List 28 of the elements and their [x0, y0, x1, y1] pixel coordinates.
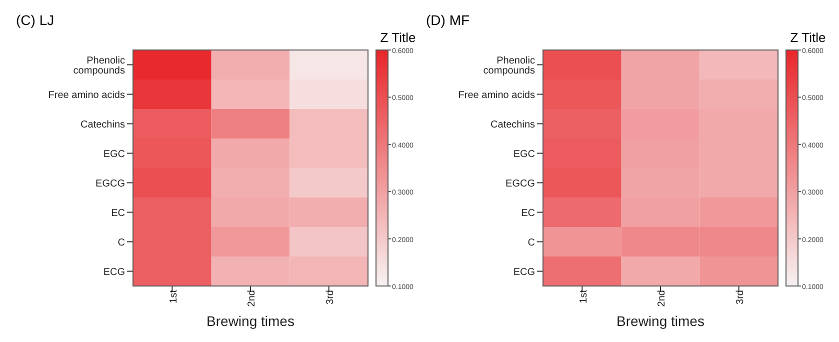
y-tick-label: Free amino acids	[48, 90, 125, 101]
x-tick-label: 2nd	[246, 290, 258, 307]
color-bar-title: Z Title	[790, 30, 826, 45]
y-tick-label: C	[528, 237, 535, 248]
y-tick-label: Phenolic compounds	[483, 55, 535, 76]
y-tick-label: ECG	[103, 266, 126, 278]
y-tick-label: Phenolic compounds	[73, 55, 125, 76]
y-tick-label: Catechins	[490, 119, 535, 130]
y-tick-label: Free amino acids	[458, 90, 535, 101]
chart-title: (D) MF	[426, 12, 470, 28]
x-axis-title: Brewing times	[616, 313, 704, 329]
x-tick-label: 3rd	[734, 290, 746, 304]
y-tick-label: Catechins	[80, 119, 125, 130]
y-tick-label: ECG	[513, 266, 536, 278]
y-tick-label: EC	[111, 208, 125, 219]
y-tick-label: EGCG	[96, 178, 126, 190]
x-tick-label: 3rd	[324, 290, 336, 304]
x-tick-label: 2nd	[656, 290, 668, 307]
y-tick-label: EGCG	[506, 178, 536, 190]
y-tick-label: EC	[521, 208, 535, 219]
color-bar-title: Z Title	[380, 30, 416, 45]
y-tick-label: C	[118, 237, 125, 248]
x-tick-label: 1st	[578, 290, 590, 304]
y-tick-label: EGC	[513, 148, 535, 160]
x-axis-title: Brewing times	[206, 313, 294, 329]
chart-title: (C) LJ	[16, 12, 54, 28]
x-tick-label: 1st	[168, 290, 180, 304]
y-tick-label: EGC	[103, 148, 125, 160]
